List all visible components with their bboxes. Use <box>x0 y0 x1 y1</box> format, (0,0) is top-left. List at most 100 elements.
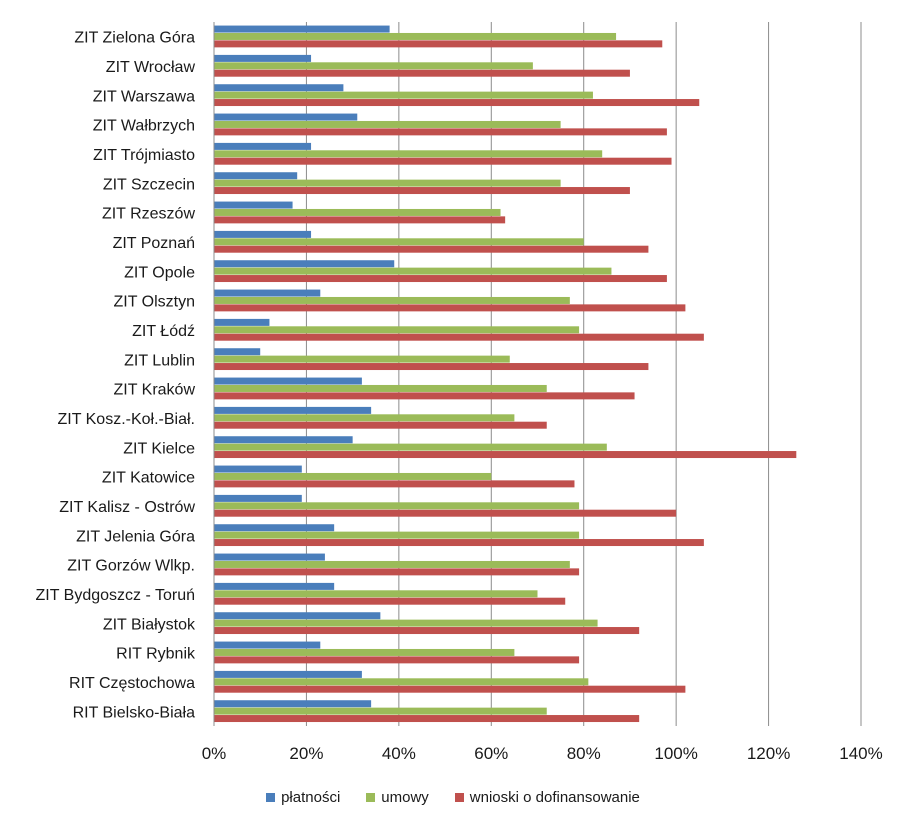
bar-płatności <box>214 54 312 62</box>
bar-wnioski-o-dofinansowanie <box>214 509 677 517</box>
bar-wnioski-o-dofinansowanie <box>214 421 547 429</box>
bar-płatności <box>214 494 302 502</box>
bar-wnioski-o-dofinansowanie <box>214 480 575 488</box>
bar-płatności <box>214 406 372 414</box>
bar-wnioski-o-dofinansowanie <box>214 275 667 283</box>
bar-umowy <box>214 619 598 627</box>
bar-wnioski-o-dofinansowanie <box>214 597 566 605</box>
legend-swatch <box>454 792 464 802</box>
category-label: ZIT Wrocław <box>106 59 196 76</box>
bar-płatności <box>214 201 293 209</box>
category-label: ZIT Kraków <box>114 382 196 399</box>
bar-umowy <box>214 238 584 246</box>
category-label: ZIT Poznań <box>113 235 195 252</box>
bar-wnioski-o-dofinansowanie <box>214 568 580 576</box>
x-tick-label: 120% <box>747 744 790 763</box>
bar-wnioski-o-dofinansowanie <box>214 627 640 635</box>
x-tick-label: 140% <box>839 744 882 763</box>
category-label: ZIT Lublin <box>124 352 195 369</box>
bar-wnioski-o-dofinansowanie <box>214 392 635 400</box>
legend-item: umowy <box>366 789 429 806</box>
bar-wnioski-o-dofinansowanie <box>214 539 704 547</box>
bar-umowy <box>214 355 510 363</box>
category-label: RIT Rybnik <box>116 646 196 663</box>
bar-umowy <box>214 62 533 70</box>
bar-płatności <box>214 582 335 590</box>
category-label: ZIT Jelenia Góra <box>76 528 195 545</box>
category-label: ZIT Olsztyn <box>114 294 196 311</box>
x-tick-labels: 0% 20% 40% 60% 80% 100% 120% 140% <box>202 744 883 763</box>
category-label: ZIT Łódź <box>132 323 195 340</box>
category-label: ZIT Gorzów Wlkp. <box>67 558 195 575</box>
bar-umowy <box>214 179 561 187</box>
bar-płatności <box>214 318 270 326</box>
bar-wnioski-o-dofinansowanie <box>214 69 630 77</box>
bar-umowy <box>214 678 589 686</box>
category-label: ZIT Kosz.-Koł.-Biał. <box>57 411 195 428</box>
bar-płatności <box>214 289 321 297</box>
bar-płatności <box>214 172 298 180</box>
bar-umowy <box>214 443 607 451</box>
category-label: ZIT Warszawa <box>93 88 195 105</box>
bar-umowy <box>214 707 547 715</box>
bar-umowy <box>214 32 617 40</box>
bar-płatności <box>214 553 325 561</box>
bar-płatności <box>214 700 372 708</box>
bar-płatności <box>214 465 302 473</box>
bar-płatności <box>214 84 344 92</box>
category-label: ZIT Szczecin <box>103 176 195 193</box>
legend-item: płatności <box>266 789 340 806</box>
bar-umowy <box>214 150 603 158</box>
bar-wnioski-o-dofinansowanie <box>214 685 686 693</box>
x-tick-label: 80% <box>567 744 601 763</box>
bar-umowy <box>214 208 501 216</box>
legend: płatności umowy wnioski o dofinansowanie <box>0 786 906 808</box>
bar-płatności <box>214 348 261 356</box>
bar-wnioski-o-dofinansowanie <box>214 715 640 723</box>
legend-item: wnioski o dofinansowanie <box>454 788 640 806</box>
bars <box>214 25 797 723</box>
category-label: ZIT Białystok <box>103 616 196 633</box>
bar-płatności <box>214 25 390 33</box>
category-label: ZIT Zielona Góra <box>74 30 195 47</box>
bar-płatności <box>214 641 321 649</box>
bar-umowy <box>214 326 580 334</box>
bar-wnioski-o-dofinansowanie <box>214 451 797 459</box>
bar-płatności <box>214 436 353 444</box>
bar-wnioski-o-dofinansowanie <box>214 187 630 195</box>
bar-płatności <box>214 142 312 150</box>
category-label: RIT Bielsko-Biała <box>73 704 196 721</box>
bar-umowy <box>214 267 612 275</box>
x-tick-label: 20% <box>289 744 323 763</box>
bar-wnioski-o-dofinansowanie <box>214 128 667 136</box>
bar-płatności <box>214 524 335 532</box>
x-tick-label: 60% <box>474 744 508 763</box>
bar-umowy <box>214 502 580 510</box>
x-tick-label: 100% <box>654 744 697 763</box>
category-label: ZIT Bydgoszcz - Toruń <box>36 587 195 604</box>
bar-umowy <box>214 472 492 480</box>
bar-umowy <box>214 414 515 422</box>
bar-płatności <box>214 230 312 238</box>
x-tick-label: 0% <box>202 744 227 763</box>
bar-wnioski-o-dofinansowanie <box>214 216 506 224</box>
bar-wnioski-o-dofinansowanie <box>214 363 649 371</box>
bar-umowy <box>214 560 570 568</box>
category-label: ZIT Trójmiasto <box>93 147 195 164</box>
bar-umowy <box>214 531 580 539</box>
bar-umowy <box>214 648 515 656</box>
bar-wnioski-o-dofinansowanie <box>214 333 704 341</box>
bar-umowy <box>214 91 593 99</box>
bar-wnioski-o-dofinansowanie <box>214 40 663 48</box>
category-labels: ZIT Zielona Góra ZIT Wrocław ZIT Warszawa Z… <box>36 30 196 722</box>
bar-wnioski-o-dofinansowanie <box>214 304 686 312</box>
bar-płatności <box>214 670 362 678</box>
category-label: ZIT Katowice <box>102 470 195 487</box>
legend-label: wnioski o dofinansowanie <box>469 788 640 806</box>
category-label: ZIT Rzeszów <box>102 206 196 223</box>
bar-płatności <box>214 377 362 385</box>
bar-płatności <box>214 260 395 268</box>
bar-wnioski-o-dofinansowanie <box>214 656 580 664</box>
bar-umowy <box>214 296 570 304</box>
category-label: RIT Częstochowa <box>69 675 195 692</box>
